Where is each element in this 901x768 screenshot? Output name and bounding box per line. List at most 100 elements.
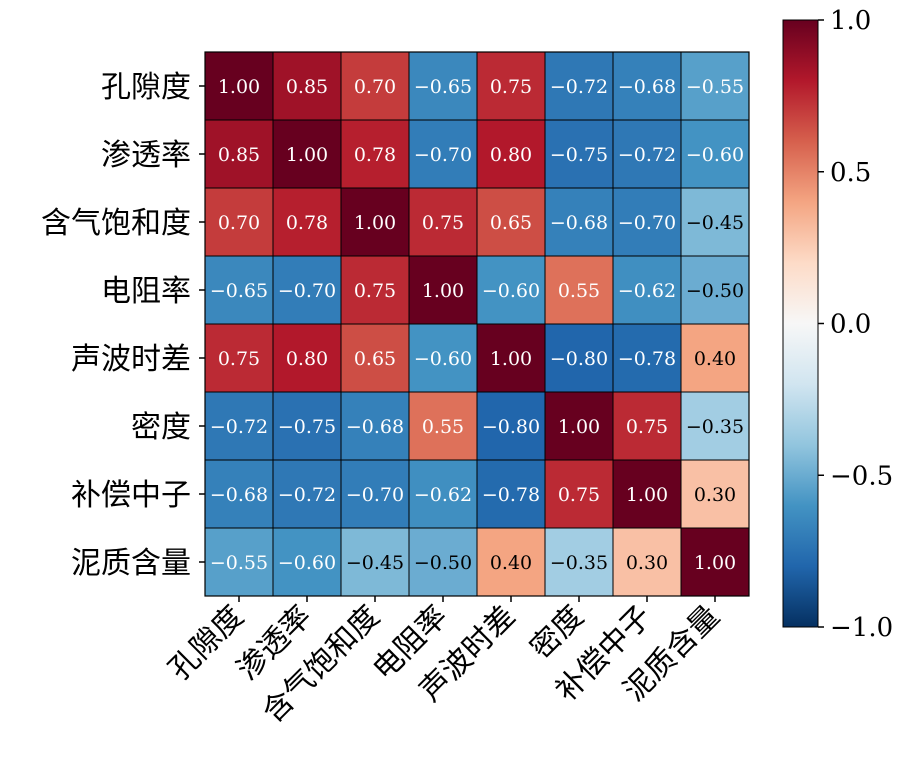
cell-value-label: −0.70 [278, 280, 336, 302]
cell-value-label: −0.65 [414, 76, 472, 98]
y-tick-label: 电阻率 [101, 274, 191, 309]
heatmap-cell [544, 323, 614, 393]
cell-value-label: −0.62 [618, 280, 676, 302]
colorbar-gradient [782, 19, 819, 628]
cell-value-label: −0.72 [278, 484, 336, 506]
heatmap-cell [408, 51, 478, 121]
heatmap-cell [544, 391, 614, 461]
cell-value-label: −0.70 [618, 212, 676, 234]
cell-value-label: 0.75 [558, 484, 600, 506]
cell-value-label: 0.30 [626, 552, 668, 574]
cell-value-label: −0.75 [550, 144, 608, 166]
y-tick-label: 含气饱和度 [41, 206, 191, 241]
cell-value-label: −0.70 [346, 484, 404, 506]
cell-value-label: −0.68 [618, 76, 676, 98]
heatmap-cell [340, 255, 410, 325]
cell-value-label: −0.70 [414, 144, 472, 166]
heatmap-cell [408, 119, 478, 189]
cell-value-label: −0.80 [550, 348, 608, 370]
heatmap-cell [476, 391, 546, 461]
cell-value-label: −0.78 [482, 484, 540, 506]
heatmap-cell [340, 527, 410, 597]
cell-value-label: −0.60 [278, 552, 336, 574]
cell-value-label: −0.62 [414, 484, 472, 506]
heatmap-cell [476, 323, 546, 393]
heatmap-cell [544, 51, 614, 121]
heatmap-cell [476, 459, 546, 529]
cell-value-label: 1.00 [626, 484, 668, 506]
heatmap-cell [476, 255, 546, 325]
heatmap-cell [544, 119, 614, 189]
cell-value-label: 1.00 [354, 212, 396, 234]
cell-value-label: −0.72 [550, 76, 608, 98]
heatmap-cell [272, 187, 342, 257]
cell-value-label: 0.65 [354, 348, 396, 370]
cell-value-label: 0.75 [626, 416, 668, 438]
heatmap-cell [204, 51, 274, 121]
cell-value-label: 1.00 [286, 144, 328, 166]
cell-value-label: 0.85 [286, 76, 328, 98]
y-tick-label: 孔隙度 [101, 70, 191, 105]
cell-value-label: −0.35 [686, 416, 744, 438]
cell-value-label: 0.75 [490, 76, 532, 98]
heatmap-cell [272, 391, 342, 461]
colorbar-tick-label: −0.5 [830, 461, 893, 491]
heatmap-cell [340, 187, 410, 257]
y-tick-label: 泥质含量 [71, 546, 191, 581]
cell-value-label: −0.45 [346, 552, 404, 574]
cell-value-label: 0.75 [354, 280, 396, 302]
cell-value-label: 0.55 [422, 416, 464, 438]
heatmap-cell [340, 459, 410, 529]
cell-value-label: −0.75 [278, 416, 336, 438]
heatmap-cell [476, 527, 546, 597]
heatmap-cell [612, 391, 682, 461]
cell-value-label: 0.78 [286, 212, 328, 234]
heatmap-cell [680, 51, 750, 121]
cell-value-label: 0.55 [558, 280, 600, 302]
colorbar-tick-label: 0.5 [830, 158, 871, 188]
cell-value-label: −0.50 [686, 280, 744, 302]
cell-value-label: −0.60 [686, 144, 744, 166]
cell-value-label: −0.55 [210, 552, 268, 574]
cell-value-label: 1.00 [558, 416, 600, 438]
colorbar: 1.0 0.5 0.0 −0.5 −1.0 [782, 6, 893, 643]
x-tick-label: 孔隙度 [162, 599, 250, 687]
cell-value-label: −0.35 [550, 552, 608, 574]
cell-value-label: 0.80 [286, 348, 328, 370]
cell-value-label: 1.00 [694, 552, 736, 574]
cell-value-label: 1.00 [422, 280, 464, 302]
heatmap-cell [408, 187, 478, 257]
heatmap-cell [544, 459, 614, 529]
cell-value-label: 0.70 [354, 76, 396, 98]
cell-value-label: −0.68 [210, 484, 268, 506]
colorbar-tick-label: −1.0 [830, 613, 893, 643]
cell-value-label: 0.80 [490, 144, 532, 166]
cell-value-label: −0.45 [686, 212, 744, 234]
heatmap-cell [408, 323, 478, 393]
colorbar-tick-label: 0.0 [830, 310, 871, 340]
heatmap-cell [204, 255, 274, 325]
cell-value-label: 0.65 [490, 212, 532, 234]
y-tick-label: 渗透率 [101, 138, 191, 173]
heatmap-cell [612, 255, 682, 325]
cell-value-label: −0.60 [414, 348, 472, 370]
cell-value-label: 0.75 [218, 348, 260, 370]
cell-value-label: −0.72 [210, 416, 268, 438]
cell-value-label: −0.72 [618, 144, 676, 166]
colorbar-tick-label: 1.0 [830, 6, 871, 36]
cell-value-label: −0.60 [482, 280, 540, 302]
heatmap-cell [612, 459, 682, 529]
heatmap-cell [612, 187, 682, 257]
cell-value-label: −0.68 [550, 212, 608, 234]
cell-value-label: 1.00 [490, 348, 532, 370]
cell-value-label: −0.65 [210, 280, 268, 302]
heatmap-cell [680, 527, 750, 597]
cell-value-label: 0.70 [218, 212, 260, 234]
cell-value-label: −0.78 [618, 348, 676, 370]
heatmap-cell [340, 391, 410, 461]
heatmap-cell [612, 323, 682, 393]
y-tick-label: 密度 [131, 410, 191, 445]
